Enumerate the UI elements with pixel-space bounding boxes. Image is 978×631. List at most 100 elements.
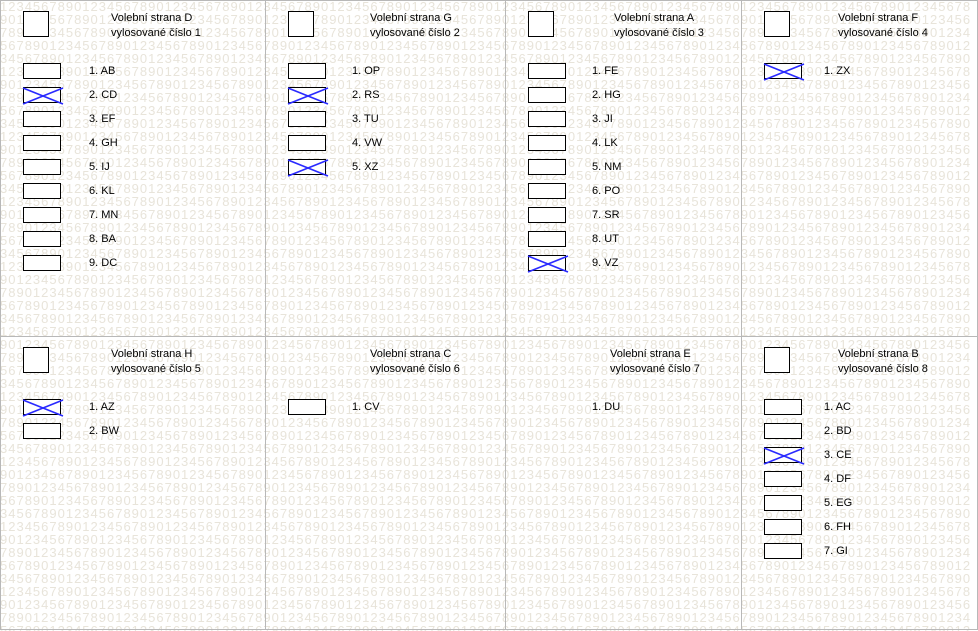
candidate-name: EF bbox=[101, 113, 115, 125]
party-checkbox[interactable] bbox=[528, 11, 554, 37]
candidate-list: 1. FE2. HG3. JI4. LK5. NM6. PO7. SR8. UT… bbox=[528, 63, 733, 271]
candidate-checkbox[interactable] bbox=[23, 231, 61, 247]
candidate-name: BA bbox=[101, 233, 116, 245]
party-name: Volební strana A bbox=[614, 11, 704, 26]
candidate-checkbox[interactable] bbox=[528, 87, 566, 103]
candidate-checkbox[interactable] bbox=[23, 183, 61, 199]
candidate-checkbox[interactable] bbox=[764, 63, 802, 79]
candidate-number: 8. bbox=[592, 233, 601, 245]
candidate-list: 1. AB2. CD3. EF4. GH5. IJ6. KL7. MN8. BA… bbox=[23, 63, 257, 271]
candidate-number: 1. bbox=[592, 401, 601, 413]
candidate-checkbox[interactable] bbox=[764, 447, 802, 463]
candidate-label: 5. NM bbox=[592, 161, 621, 173]
candidate-checkbox[interactable] bbox=[288, 87, 326, 103]
candidate-row: 7. GI bbox=[764, 543, 969, 559]
candidate-name: NM bbox=[604, 161, 621, 173]
candidate-checkbox[interactable] bbox=[288, 399, 326, 415]
candidate-number: 6. bbox=[824, 521, 833, 533]
candidate-label: 2. RS bbox=[352, 89, 380, 101]
candidate-checkbox[interactable] bbox=[528, 207, 566, 223]
party-checkbox[interactable] bbox=[288, 11, 314, 37]
candidate-checkbox[interactable] bbox=[288, 111, 326, 127]
candidate-name: AB bbox=[101, 65, 116, 77]
candidate-number: 1. bbox=[352, 401, 361, 413]
candidate-label: 6. FH bbox=[824, 521, 851, 533]
party-checkbox[interactable] bbox=[764, 347, 790, 373]
candidate-checkbox[interactable] bbox=[23, 87, 61, 103]
candidate-checkbox[interactable] bbox=[23, 207, 61, 223]
party-checkbox[interactable] bbox=[23, 11, 49, 37]
candidate-name: IJ bbox=[101, 161, 110, 173]
candidate-label: 5. EG bbox=[824, 497, 852, 509]
candidate-row: 1. CV bbox=[288, 399, 497, 415]
candidate-row: 4. LK bbox=[528, 135, 733, 151]
candidate-checkbox[interactable] bbox=[23, 399, 61, 415]
candidate-row: 1. AC bbox=[764, 399, 969, 415]
party-number-label: vylosované číslo 2 bbox=[370, 26, 460, 41]
candidate-checkbox[interactable] bbox=[288, 159, 326, 175]
candidate-checkbox[interactable] bbox=[764, 543, 802, 559]
candidate-checkbox[interactable] bbox=[764, 519, 802, 535]
candidate-label: 7. SR bbox=[592, 209, 620, 221]
party-header: Volební strana Fvylosované číslo 4 bbox=[764, 11, 969, 41]
candidate-label: 2. HG bbox=[592, 89, 621, 101]
candidate-checkbox[interactable] bbox=[23, 423, 61, 439]
candidate-row: 2. HG bbox=[528, 87, 733, 103]
candidate-checkbox[interactable] bbox=[23, 111, 61, 127]
candidate-checkbox[interactable] bbox=[528, 231, 566, 247]
candidate-label: 9. VZ bbox=[592, 257, 618, 269]
candidate-name: ZX bbox=[836, 65, 850, 77]
candidate-checkbox[interactable] bbox=[764, 423, 802, 439]
candidate-checkbox[interactable] bbox=[528, 183, 566, 199]
candidate-number: 4. bbox=[824, 473, 833, 485]
candidate-checkbox[interactable] bbox=[288, 63, 326, 79]
candidate-row: 2. RS bbox=[288, 87, 497, 103]
candidate-number: 3. bbox=[592, 113, 601, 125]
candidate-name: FH bbox=[836, 521, 851, 533]
candidate-name: OP bbox=[364, 65, 380, 77]
candidate-row: 5. NM bbox=[528, 159, 733, 175]
candidate-label: 3. JI bbox=[592, 113, 613, 125]
candidate-number: 2. bbox=[89, 425, 98, 437]
candidate-name: AC bbox=[836, 401, 851, 413]
candidate-label: 3. EF bbox=[89, 113, 115, 125]
candidate-label: 1. AC bbox=[824, 401, 851, 413]
candidate-label: 9. DC bbox=[89, 257, 117, 269]
candidate-label: 7. MN bbox=[89, 209, 118, 221]
party-number-label: vylosované číslo 1 bbox=[111, 26, 201, 41]
candidate-name: UT bbox=[604, 233, 619, 245]
candidate-checkbox[interactable] bbox=[764, 399, 802, 415]
candidate-checkbox[interactable] bbox=[528, 63, 566, 79]
candidate-name: DU bbox=[604, 401, 620, 413]
candidate-checkbox[interactable] bbox=[764, 471, 802, 487]
candidate-row: 1. AZ bbox=[23, 399, 257, 415]
party-checkbox[interactable] bbox=[764, 11, 790, 37]
party-title: Volební strana Cvylosované číslo 6 bbox=[370, 347, 460, 377]
candidate-number: 4. bbox=[352, 137, 361, 149]
candidate-label: 1. AZ bbox=[89, 401, 115, 413]
candidate-row: 8. UT bbox=[528, 231, 733, 247]
candidate-checkbox[interactable] bbox=[528, 255, 566, 271]
candidate-checkbox[interactable] bbox=[288, 135, 326, 151]
candidate-checkbox[interactable] bbox=[528, 159, 566, 175]
candidate-checkbox[interactable] bbox=[23, 135, 61, 151]
candidate-name: KL bbox=[101, 185, 114, 197]
candidate-label: 8. UT bbox=[592, 233, 619, 245]
candidate-number: 5. bbox=[824, 497, 833, 509]
party-checkbox[interactable] bbox=[23, 347, 49, 373]
candidate-checkbox[interactable] bbox=[528, 135, 566, 151]
party-title: Volební strana Avylosované číslo 3 bbox=[614, 11, 704, 41]
candidate-checkbox[interactable] bbox=[23, 159, 61, 175]
candidate-checkbox[interactable] bbox=[23, 63, 61, 79]
party-number-label: vylosované číslo 8 bbox=[838, 362, 928, 377]
candidate-number: 5. bbox=[352, 161, 361, 173]
candidate-checkbox[interactable] bbox=[23, 255, 61, 271]
candidate-name: SR bbox=[604, 209, 619, 221]
candidate-list: 1. CV bbox=[288, 399, 497, 415]
candidate-name: GH bbox=[101, 137, 118, 149]
candidate-row: 4. GH bbox=[23, 135, 257, 151]
candidate-number: 3. bbox=[352, 113, 361, 125]
candidate-row: 5. XZ bbox=[288, 159, 497, 175]
candidate-checkbox[interactable] bbox=[528, 111, 566, 127]
candidate-checkbox[interactable] bbox=[764, 495, 802, 511]
